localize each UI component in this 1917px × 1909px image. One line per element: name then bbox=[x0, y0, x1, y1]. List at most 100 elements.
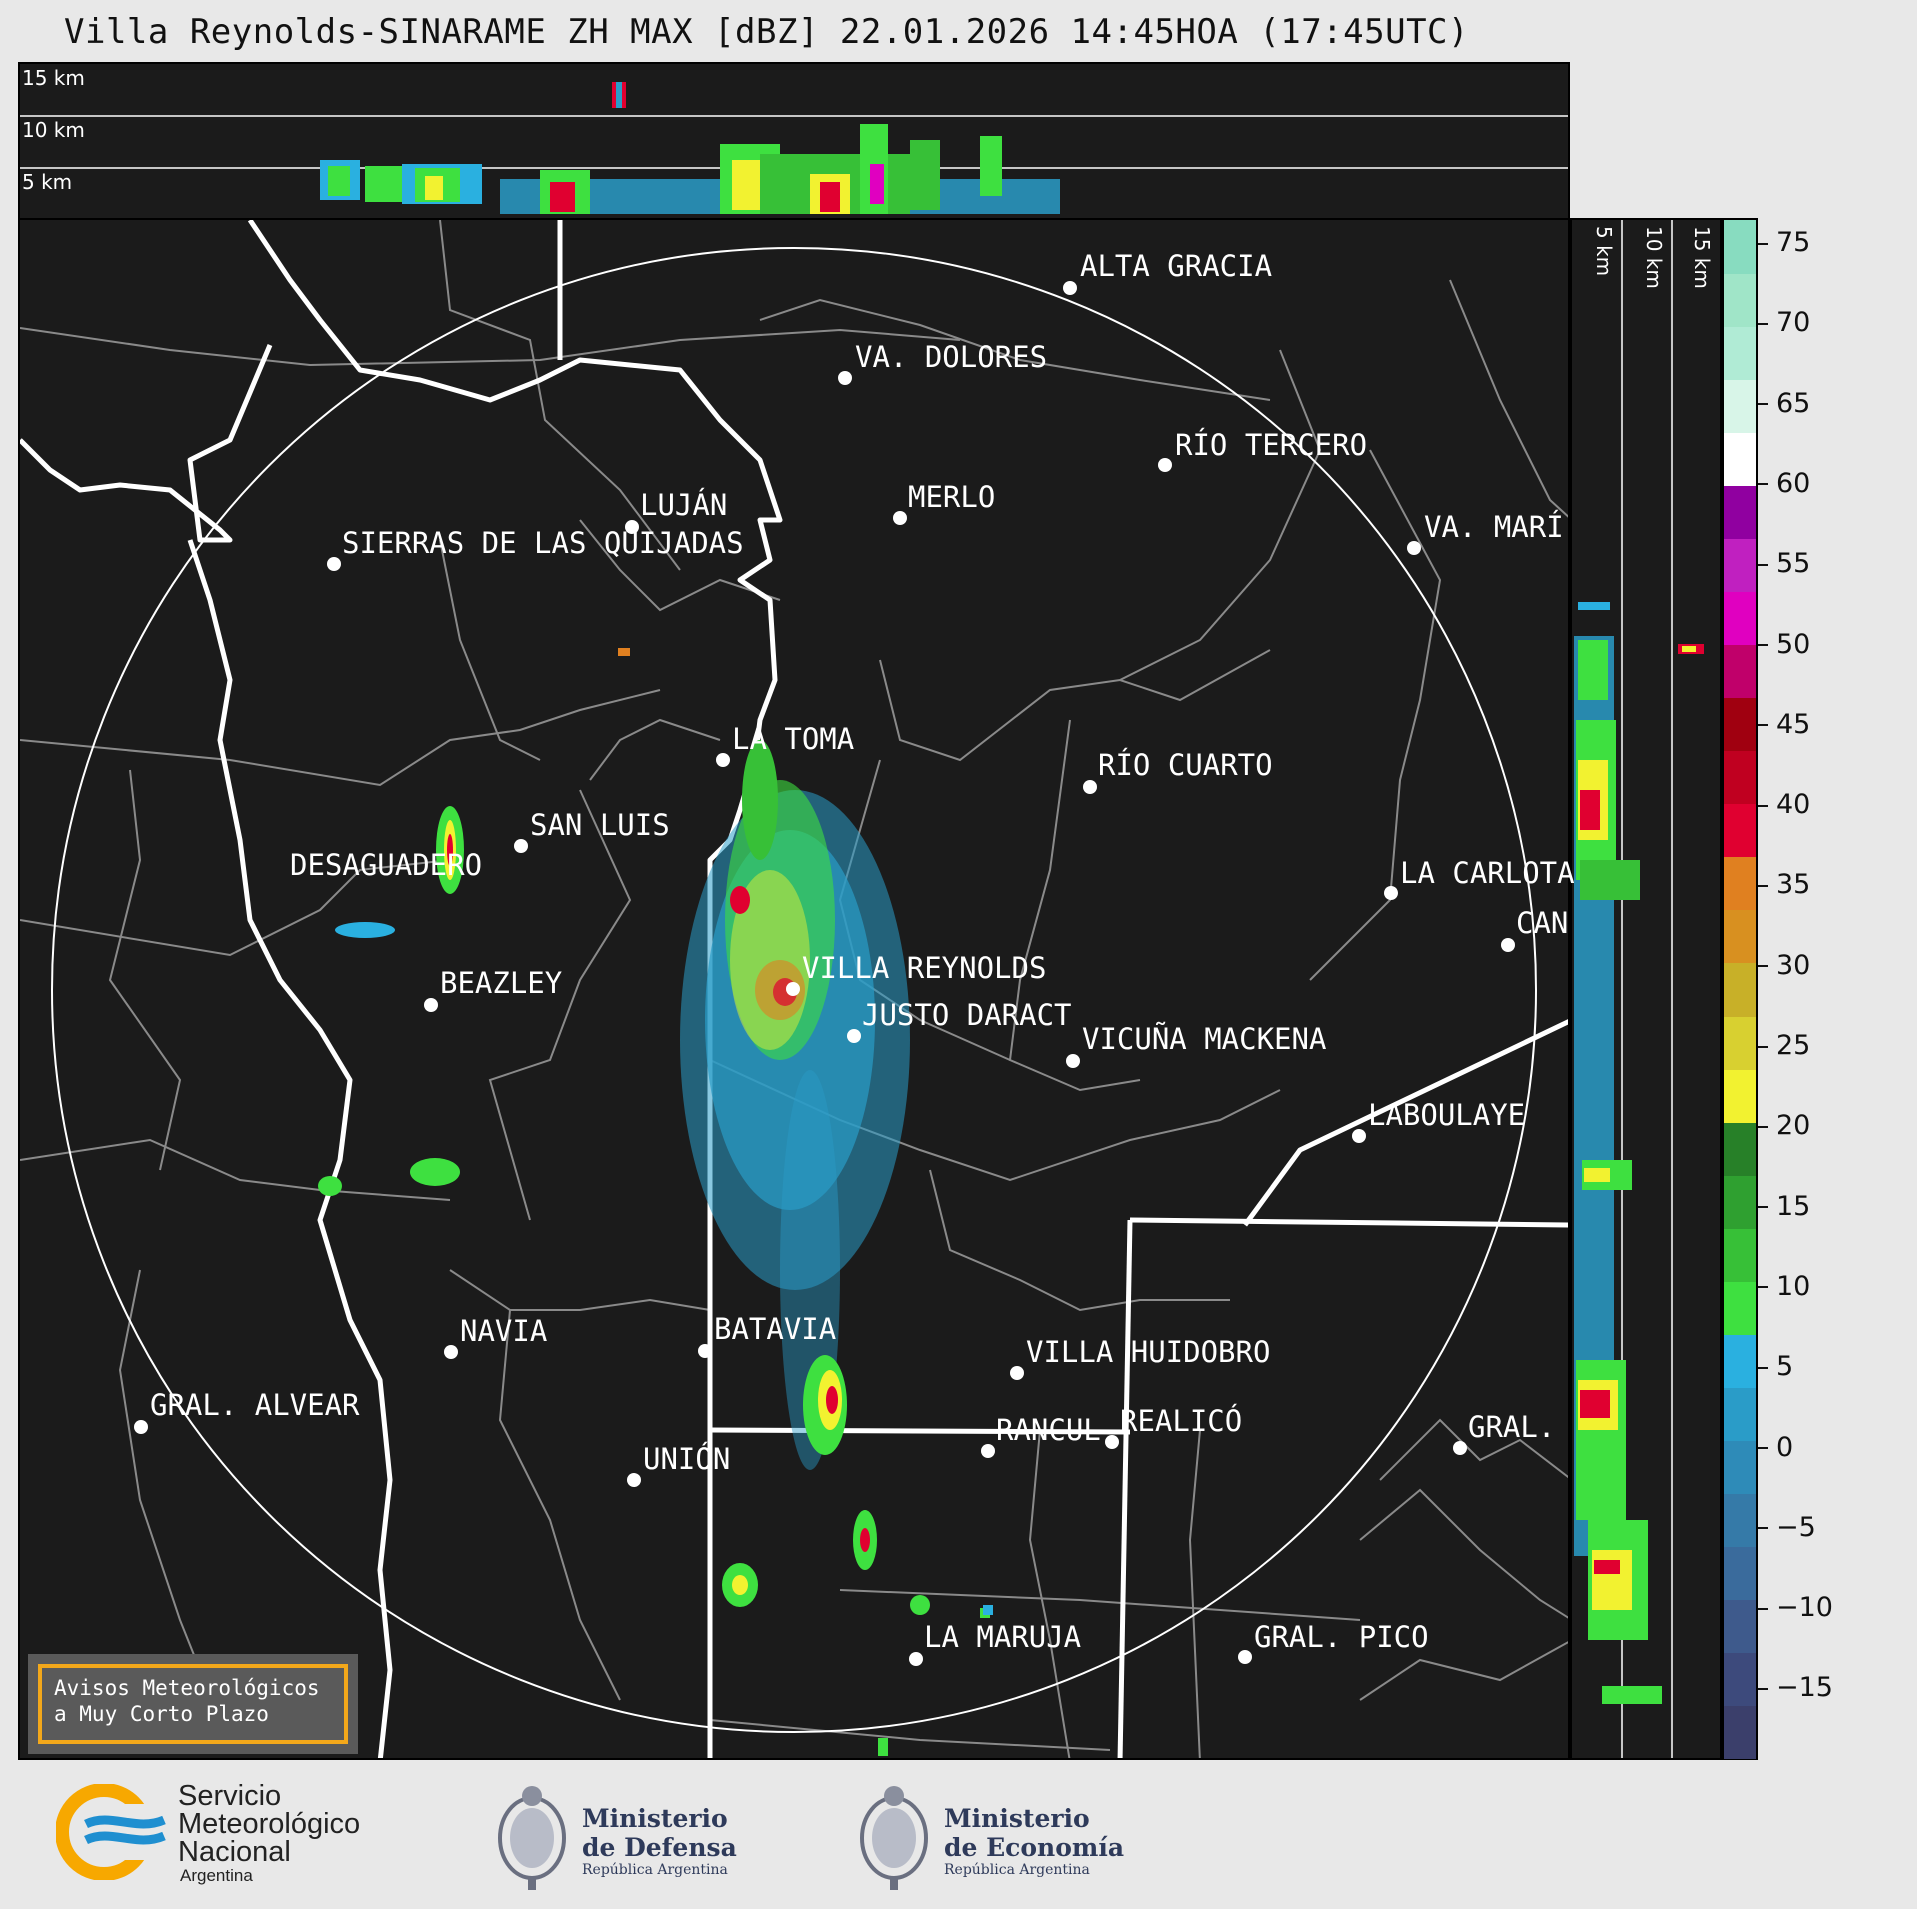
colorbar-tick-label: 55 bbox=[1776, 548, 1811, 580]
radar-map bbox=[18, 218, 1570, 1760]
city-marker bbox=[698, 1344, 712, 1358]
defensa-line-1: Ministerio bbox=[582, 1804, 728, 1833]
colorbar-tick: 10 bbox=[1758, 1271, 1810, 1302]
side-profile-echoes bbox=[1574, 602, 1704, 1704]
colorbar-tick: 75 bbox=[1758, 227, 1810, 258]
city-label: VA. MARÍ bbox=[1424, 510, 1564, 544]
smn-line-4: Argentina bbox=[180, 1866, 253, 1885]
city-marker bbox=[1407, 541, 1421, 555]
city-marker bbox=[893, 511, 907, 525]
city-marker bbox=[134, 1420, 148, 1434]
colorbar-segment bbox=[1724, 856, 1756, 911]
colorbar-tick: 25 bbox=[1758, 1030, 1810, 1061]
colorbar-segment bbox=[1724, 644, 1756, 699]
side-height-profile: 5 km 10 km 15 km bbox=[1570, 218, 1722, 1760]
smn-line-2: Meteorológico bbox=[178, 1808, 361, 1840]
colorbar-tick-label: 40 bbox=[1776, 789, 1811, 821]
colorbar-tick-label: −5 bbox=[1776, 1511, 1816, 1543]
side-label-5km: 5 km bbox=[1592, 226, 1616, 277]
city-marker bbox=[627, 1473, 641, 1487]
city-label: BATAVIA bbox=[714, 1312, 837, 1346]
city-label: BEAZLEY bbox=[440, 966, 563, 1000]
city-label: VICUÑA MACKENA bbox=[1082, 1022, 1327, 1056]
colorbar-tick: 30 bbox=[1758, 950, 1810, 981]
city-marker bbox=[1158, 458, 1172, 472]
city-marker bbox=[1010, 1366, 1024, 1380]
city-label: JUSTO DARACT bbox=[862, 998, 1072, 1032]
economia-line-3: República Argentina bbox=[944, 1862, 1090, 1878]
colorbar-tick: 5 bbox=[1758, 1351, 1793, 1382]
city-marker bbox=[1105, 1435, 1119, 1449]
city-marker bbox=[424, 998, 438, 1012]
smn-line-3: Nacional bbox=[178, 1836, 291, 1868]
colorbar-segment bbox=[1724, 1386, 1756, 1441]
city-marker bbox=[1063, 281, 1077, 295]
city-marker bbox=[1066, 1054, 1080, 1068]
city-marker bbox=[444, 1345, 458, 1359]
colorbar-tick: 0 bbox=[1758, 1432, 1793, 1463]
colorbar-tick-label: 0 bbox=[1776, 1431, 1794, 1463]
city-label: LABOULAYE bbox=[1368, 1098, 1526, 1132]
smn-logo-text: Servicio Meteorológico Nacional Argentin… bbox=[178, 1782, 360, 1886]
map-graphics bbox=[20, 220, 1568, 1758]
colorbar-tick: 20 bbox=[1758, 1110, 1810, 1141]
colorbar-segment bbox=[1724, 803, 1756, 858]
top-height-profile: 15 km 10 km 5 km bbox=[18, 62, 1570, 220]
dbz-colorbar bbox=[1722, 218, 1758, 1760]
colorbar-segment bbox=[1724, 1545, 1756, 1600]
side-label-15km: 15 km bbox=[1690, 226, 1714, 289]
city-label: GRAL. bbox=[1468, 1410, 1556, 1444]
colorbar-tick: 15 bbox=[1758, 1191, 1810, 1222]
colorbar-segment bbox=[1724, 1492, 1756, 1547]
colorbar-tick: 65 bbox=[1758, 388, 1810, 419]
colorbar-tick-label: 45 bbox=[1776, 708, 1811, 740]
warning-panel[interactable]: Avisos Meteorológicos a Muy Corto Plazo bbox=[28, 1654, 358, 1754]
city-label: LA TOMA bbox=[732, 722, 855, 756]
defensa-seal-icon bbox=[494, 1774, 570, 1894]
colorbar-tick-label: 60 bbox=[1776, 467, 1811, 499]
colorbar-segment bbox=[1724, 1068, 1756, 1123]
colorbar-tick-label: −10 bbox=[1776, 1592, 1833, 1624]
city-label: DESAGUADERO bbox=[290, 848, 483, 882]
economia-line-2: de Economía bbox=[944, 1833, 1125, 1862]
warning-line-1: Avisos Meteorológicos bbox=[54, 1676, 320, 1700]
colorbar-segment bbox=[1724, 485, 1756, 540]
city-marker bbox=[847, 1029, 861, 1043]
city-label: ALTA GRACIA bbox=[1080, 249, 1273, 283]
city-marker bbox=[1352, 1129, 1366, 1143]
colorbar-tick-label: 35 bbox=[1776, 869, 1811, 901]
city-marker bbox=[1238, 1650, 1252, 1664]
economia-seal-icon bbox=[856, 1774, 932, 1894]
range-ring bbox=[51, 247, 1537, 1733]
colorbar-tick: 40 bbox=[1758, 789, 1810, 820]
colorbar-segment bbox=[1724, 538, 1756, 593]
city-marker bbox=[327, 557, 341, 571]
province-boundaries bbox=[20, 220, 1568, 1758]
colorbar-tick-label: 10 bbox=[1776, 1270, 1811, 1302]
map-title: Villa Reynolds-SINARAME ZH MAX [dBZ] 22.… bbox=[64, 12, 1469, 52]
city-marker bbox=[1501, 938, 1515, 952]
city-marker bbox=[625, 520, 639, 534]
colorbar-tick: 55 bbox=[1758, 548, 1810, 579]
department-boundaries bbox=[20, 220, 1568, 1758]
colorbar-tick: 45 bbox=[1758, 709, 1810, 740]
city-label: RÍO TERCERO bbox=[1175, 428, 1368, 462]
city-label: GRAL. ALVEAR bbox=[150, 1388, 360, 1422]
city-label: VILLA HUIDOBRO bbox=[1026, 1335, 1271, 1369]
city-label: MERLO bbox=[908, 480, 996, 514]
radar-echoes bbox=[318, 648, 993, 1756]
colorbar-tick: 70 bbox=[1758, 307, 1810, 338]
colorbar-segment bbox=[1724, 432, 1756, 487]
city-label: LA CARLOTA bbox=[1400, 856, 1575, 890]
city-label: LA MARUJA bbox=[924, 1620, 1082, 1654]
colorbar-tick-label: 75 bbox=[1776, 227, 1811, 258]
colorbar-tick-label: 70 bbox=[1776, 307, 1811, 339]
colorbar-segment bbox=[1724, 1439, 1756, 1494]
city-marker bbox=[838, 371, 852, 385]
colorbar-tick-label: 15 bbox=[1776, 1190, 1811, 1222]
top-label-15km: 15 km bbox=[22, 66, 85, 90]
colorbar-segment bbox=[1724, 1015, 1756, 1070]
warning-line-2: a Muy Corto Plazo bbox=[54, 1702, 269, 1726]
colorbar-tick-label: 65 bbox=[1776, 387, 1811, 419]
colorbar-tick-label: 30 bbox=[1776, 949, 1811, 981]
